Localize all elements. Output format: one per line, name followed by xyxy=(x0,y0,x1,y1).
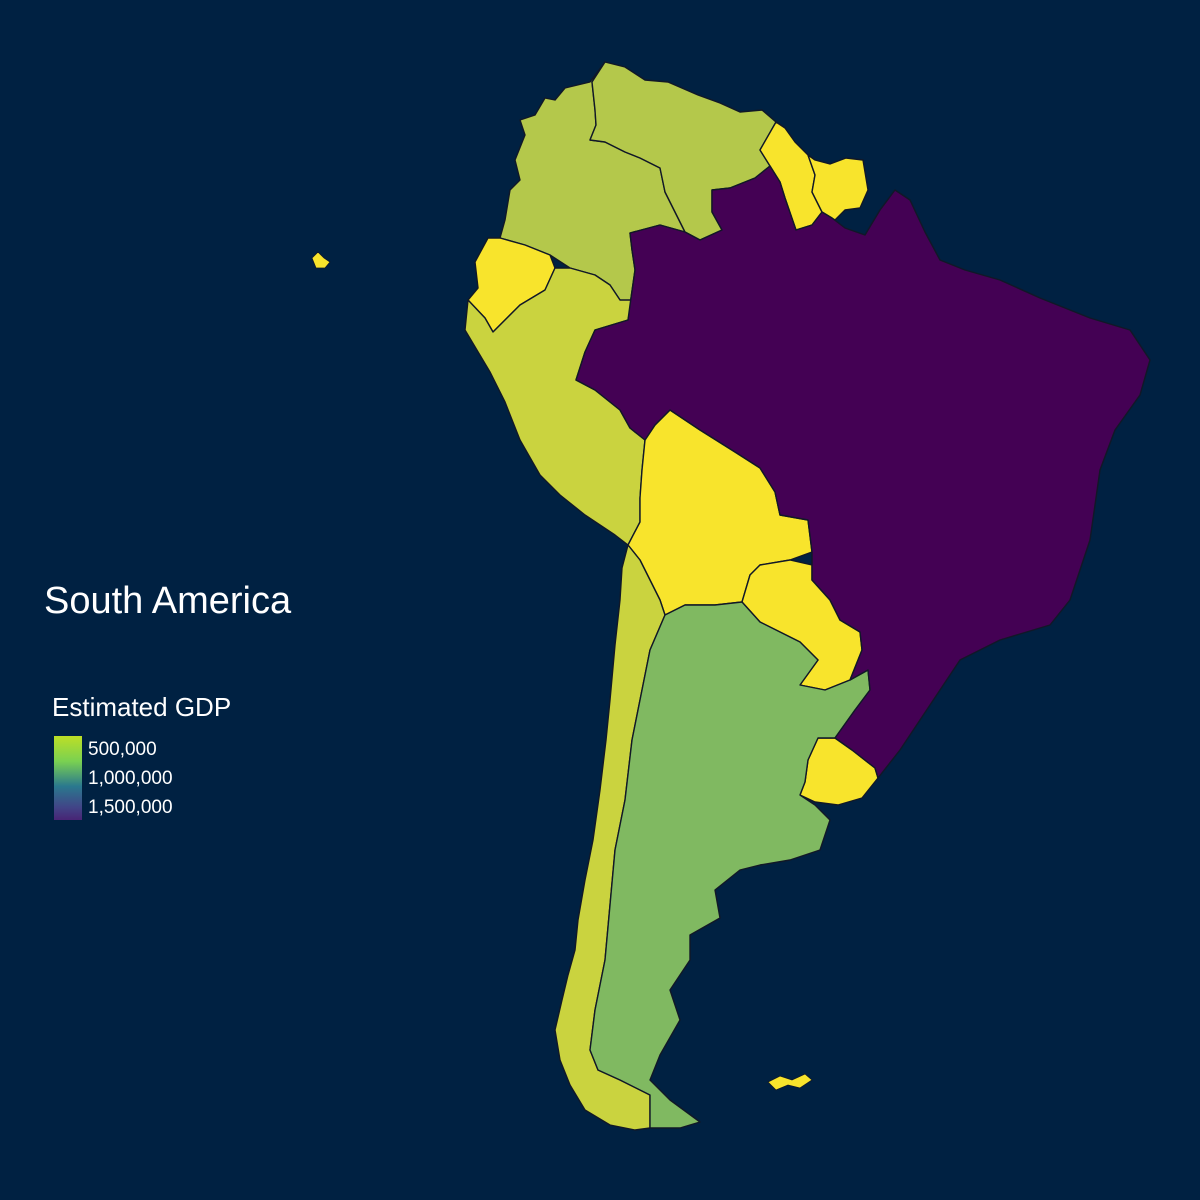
legend-title: Estimated GDP xyxy=(52,692,232,722)
region-falkland-islands[interactable] xyxy=(767,1073,813,1091)
map-title: South America xyxy=(44,580,292,622)
legend: Estimated GDP 500,000 1,000,000 1,500,00… xyxy=(52,692,232,820)
region-galapagos-islands[interactable] xyxy=(311,251,331,269)
legend-tick-label: 1,000,000 xyxy=(88,768,173,789)
region-brazil[interactable] xyxy=(575,165,1151,779)
region-argentina[interactable] xyxy=(589,601,871,1129)
legend-tick-label: 1,500,000 xyxy=(88,797,173,818)
legend-color-bar xyxy=(54,736,82,820)
region-suriname[interactable] xyxy=(807,154,869,221)
legend-tick-label: 500,000 xyxy=(88,739,157,760)
